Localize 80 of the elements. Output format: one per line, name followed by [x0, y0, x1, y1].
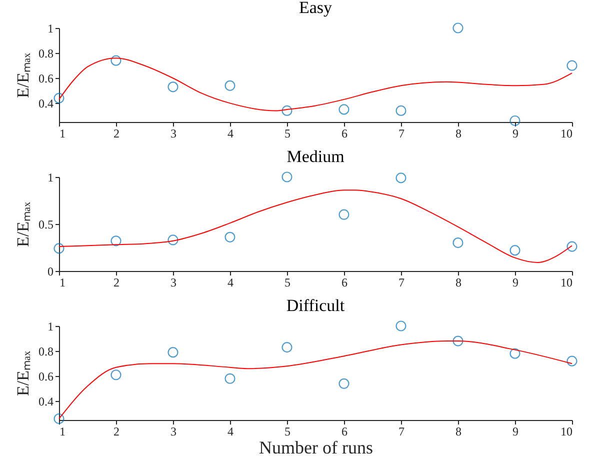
chart-title: Medium [286, 147, 344, 166]
x-tick-label: 5 [284, 424, 290, 438]
point [110, 55, 122, 66]
y-tick-label: 0.6 [38, 370, 54, 384]
x-tick-label: 3 [170, 424, 176, 438]
x-tick-label: 4 [228, 276, 234, 290]
point [566, 60, 578, 71]
point [110, 236, 122, 246]
x-tick-label: 9 [512, 276, 518, 290]
x-tick-label: 10 [560, 276, 572, 290]
x-tick-label: 1 [60, 276, 66, 290]
y-tick-label: 0.5 [38, 218, 54, 232]
y-tick-label: 0.8 [38, 344, 54, 359]
x-tick-label: 6 [342, 424, 348, 438]
point [282, 172, 292, 182]
y-tick-label: 1 [48, 320, 54, 334]
x-tick-label: 10 [560, 126, 572, 140]
x-tick-label: 1 [60, 126, 66, 140]
point [54, 243, 64, 254]
y-tick-label: 0.4 [38, 394, 54, 409]
point [452, 22, 464, 34]
point [510, 245, 520, 256]
y-tick-label: 0.4 [38, 96, 54, 111]
point [282, 342, 292, 353]
x-tick-label: 6 [342, 276, 348, 290]
x-tick-label: 4 [228, 126, 234, 140]
x-tick-label: 8 [456, 424, 462, 438]
line-series [58, 58, 572, 112]
point [110, 370, 122, 380]
x-tick-label: 6 [342, 126, 348, 140]
x-tick-label: 9 [512, 126, 518, 140]
x-tick-label: 7 [398, 424, 404, 438]
point [224, 232, 236, 242]
chart-title: Easy [298, 0, 333, 18]
x-tick-label: 9 [512, 424, 518, 438]
point [566, 241, 578, 252]
x-tick-label: 2 [114, 276, 120, 290]
point [224, 373, 236, 384]
y-axis-title: E/Eₘₐₓ [14, 202, 32, 248]
point [224, 80, 236, 91]
chart-title: Difficult [286, 296, 345, 316]
line-series [58, 190, 572, 264]
y-tick-label: 1 [48, 170, 54, 184]
x-tick-label: 3 [170, 126, 176, 140]
y-tick-label: 0.6 [38, 72, 54, 86]
point [168, 82, 178, 92]
x-tick-label: 7 [398, 126, 404, 140]
point [510, 115, 520, 126]
point [396, 172, 406, 184]
x-tick-label: 10 [560, 424, 572, 438]
x-tick-label: 7 [398, 276, 404, 290]
point [168, 234, 178, 246]
point [338, 209, 350, 220]
x-axis-title: Number of runs [259, 438, 373, 458]
y-tick-label: 1 [48, 22, 54, 36]
point [452, 238, 464, 248]
point [396, 105, 406, 116]
point [54, 413, 64, 424]
point [168, 347, 178, 358]
x-tick-label: 1 [60, 424, 66, 438]
x-tick-label: 2 [114, 126, 120, 140]
x-tick-label: 5 [284, 126, 290, 140]
point [54, 92, 64, 104]
y-tick-label: 0.8 [38, 46, 54, 61]
y-axis-title: E/Eₘₐₓ [14, 350, 32, 396]
point [396, 320, 406, 332]
x-tick-label: 3 [170, 276, 176, 290]
y-tick-label: 0 [48, 264, 54, 278]
point [566, 356, 578, 366]
y-axis-title: E/Eₘₐₓ [14, 52, 32, 98]
x-tick-label: 5 [284, 276, 290, 290]
point [338, 378, 350, 389]
x-tick-label: 8 [456, 126, 462, 140]
point [510, 348, 520, 359]
point [338, 104, 350, 115]
x-tick-label: 8 [456, 276, 462, 290]
point [282, 105, 292, 116]
point [452, 336, 464, 346]
x-tick-label: 2 [114, 424, 120, 438]
x-tick-label: 4 [228, 424, 234, 438]
